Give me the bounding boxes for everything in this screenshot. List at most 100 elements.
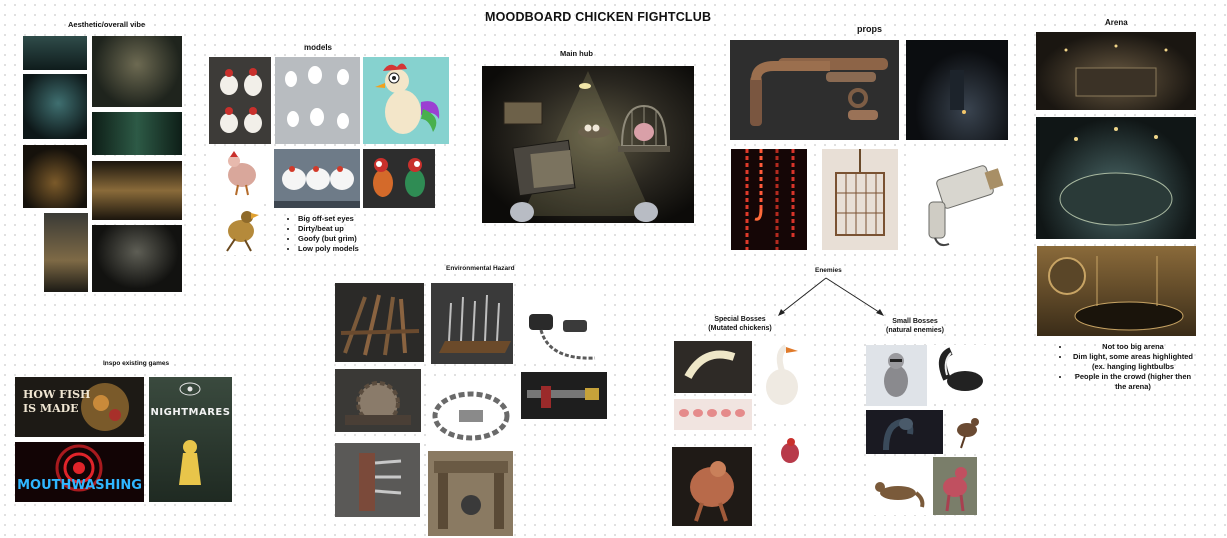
aesthetic-image[interactable] [23,74,87,139]
saw-blade-icon [345,381,411,425]
game-cover-how-fish-is-made[interactable]: HOW FISH IS MADE [15,377,144,437]
red-mutant-chicken-icon [781,438,799,463]
enemies-label: Enemies [815,267,842,274]
shackle-chain-icon [529,314,596,360]
boss-image[interactable] [672,447,752,526]
model-image[interactable] [275,57,360,144]
spike-board-icon [439,294,511,353]
special-bosses-label: Special Bosses (Mutated chickens) [700,315,780,333]
models-note: Dirty/beat up [298,224,394,234]
boss-image[interactable] [866,463,927,515]
game-cover-little-nightmares[interactable]: NIGHTMARES [149,377,232,502]
blowtorch-icon [527,386,599,408]
hazard-image[interactable] [335,369,421,432]
chicken-trio-icon [274,166,360,208]
prop-image[interactable] [909,152,1009,250]
aesthetic-image[interactable] [44,213,88,292]
skunk-icon [938,347,983,391]
small-bosses-label: Small Bosses (natural enemies) [875,317,955,335]
small-bosses-title: Small Bosses [892,318,938,325]
pipe-icon [750,58,888,126]
main-hub-label: Main hub [560,49,593,58]
model-image[interactable] [209,57,271,144]
prop-image[interactable] [730,40,899,140]
chicken-fighter-icon [226,211,259,252]
model-image[interactable] [363,57,449,144]
special-bosses-subtitle: (Mutated chickens) [708,325,772,332]
nightmares-cover-art-icon [179,382,201,485]
prop-image[interactable] [906,40,1008,140]
hanging-cage-icon [835,149,885,236]
aesthetic-image[interactable] [92,225,182,292]
boss-image[interactable] [866,345,927,406]
aesthetic-image[interactable] [23,36,87,70]
raptor-icon [957,418,979,449]
game-title-line: HOW FISH [23,388,91,401]
arena-label: Arena [1105,18,1128,27]
game-title-line: IS MADE [23,402,79,415]
boss-image[interactable] [866,410,943,454]
board-title: MOODBOARD CHICKEN FIGHTCLUB [485,10,712,24]
arena-image[interactable] [1036,32,1196,110]
main-hub-image[interactable] [482,66,694,223]
hazard-image[interactable] [515,290,599,363]
hazard-image[interactable] [427,376,516,447]
mutant-goose-icon [766,344,798,405]
boss-image[interactable] [756,341,809,416]
arena-note: People in the crowd (higher then the are… [1070,372,1196,392]
arena-image[interactable] [1037,246,1196,336]
model-image[interactable] [217,203,264,255]
hazard-image[interactable] [428,451,513,536]
boss-image[interactable] [674,399,752,430]
boss-image[interactable] [947,410,986,452]
models-notes: Big off-set eyes Dirty/beat up Goofy (bu… [284,214,394,254]
flamingo-row-icon [679,409,745,417]
environmental-hazard-label: Environmental Hazard [446,265,515,272]
aesthetic-image[interactable] [92,161,182,220]
prop-image[interactable] [731,149,807,250]
stake-barricade-icon [340,294,420,356]
arena-image[interactable] [1036,117,1196,239]
hazard-image[interactable] [335,443,420,517]
game-title: NIGHTMARES [150,407,231,418]
chicken-turnaround-icon [220,68,262,133]
prop-image[interactable] [822,149,898,250]
game-cover-mouthwashing[interactable]: MOUTHWASHING [15,442,144,502]
aesthetic-image[interactable] [92,112,182,155]
arena-pit-icon [1059,127,1173,226]
model-image[interactable] [363,149,435,208]
hazard-image[interactable] [521,372,607,419]
chicken-lowpoly-icon [228,151,256,196]
aesthetic-image[interactable] [23,145,87,208]
mutated-beast-icon [690,461,734,522]
model-image[interactable] [214,149,269,196]
rooster-cartoon-icon [375,63,440,134]
boss-image[interactable] [933,457,977,515]
boss-image[interactable] [933,345,994,403]
aesthetic-image[interactable] [92,36,182,107]
arena-stands-icon [1064,44,1168,97]
hazard-image[interactable] [431,283,513,364]
weasel-icon [875,482,925,508]
inspo-label: Inspo existing games [103,360,170,367]
hanging-chains-icon [745,149,795,250]
fish-cover-art-icon [81,383,129,431]
hazard-image[interactable] [335,283,424,362]
main-hub-scene-icon [503,71,670,222]
models-label: models [304,43,333,52]
game-title: MOUTHWASHING [17,478,142,493]
models-note: Big off-set eyes [298,214,394,224]
arena-note: Dim light, some areas highlighted (ex. h… [1070,352,1196,372]
mouthwashing-cover-art-icon [55,444,103,492]
models-note: Goofy (but grim) [298,234,394,244]
model-image[interactable] [274,149,360,208]
dark-corridor-icon [950,70,966,114]
chicken-poses-icon [285,66,349,129]
props-label: props [857,24,883,34]
boss-image[interactable] [674,341,752,393]
raccoon-icon [884,353,908,397]
arena-round-pit-icon [1048,256,1184,331]
bear-trap-icon [432,391,510,441]
boss-image[interactable] [771,433,809,471]
crusher-trap-icon [434,461,508,529]
